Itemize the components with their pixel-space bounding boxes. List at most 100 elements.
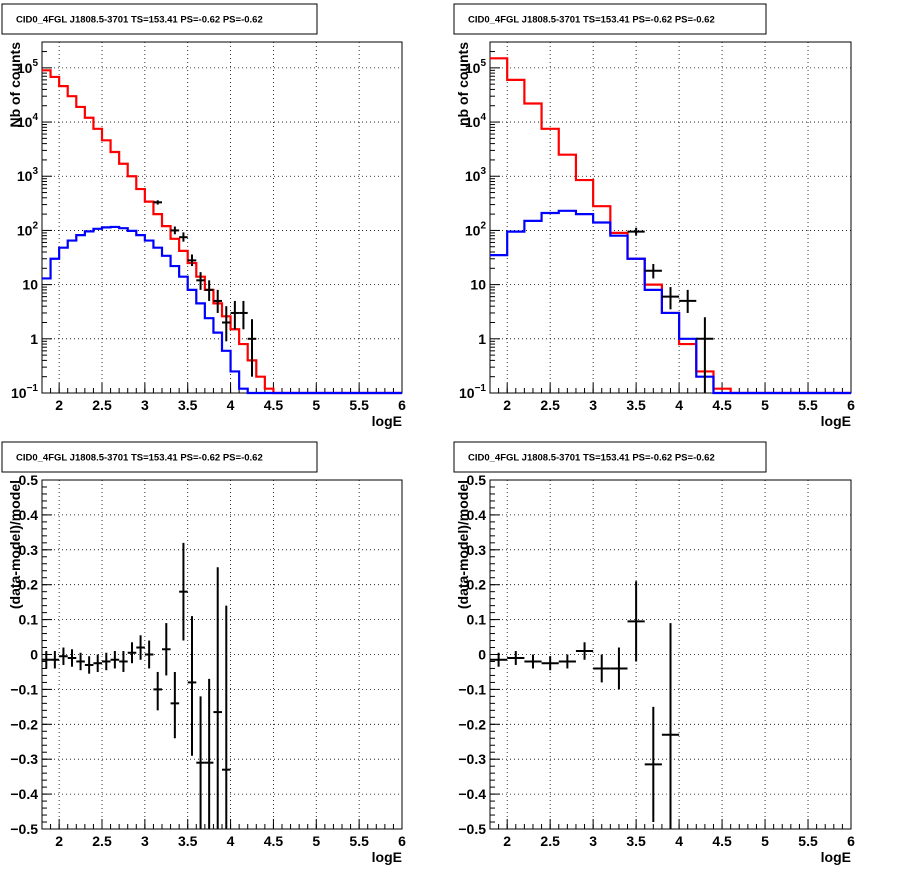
histogram-line-model_total <box>42 69 402 395</box>
y-tick-exponent: 3 <box>480 166 486 177</box>
x-tick-label: 3 <box>589 833 597 849</box>
data-point <box>490 652 508 667</box>
y-tick-base: 10 <box>17 114 33 130</box>
data-point <box>247 319 257 377</box>
x-axis-label: logE <box>821 413 851 429</box>
data-point <box>162 623 171 676</box>
data-point <box>661 287 680 310</box>
data-point <box>84 656 94 674</box>
y-tick-base: 10 <box>459 385 475 401</box>
y-tick-base: 10 <box>465 114 481 130</box>
x-axis-label: logE <box>372 849 402 865</box>
x-tick-label: 5.5 <box>798 397 818 413</box>
x-tick-label: 4 <box>675 397 683 413</box>
y-tick-label: 0.1 <box>467 612 487 628</box>
x-tick-label: 3 <box>141 833 149 849</box>
y-tick-base: 10 <box>17 222 33 238</box>
data-point <box>136 635 145 660</box>
y-tick-label: −0.5 <box>458 821 486 837</box>
data-point <box>179 542 188 641</box>
y-tick-base: 10 <box>465 168 481 184</box>
x-tick-label: 6 <box>847 397 855 413</box>
y-axis-label: (data-model)/model <box>7 480 23 609</box>
y-tick-exponent: 3 <box>32 166 38 177</box>
y-tick-exponent: 4 <box>480 112 486 123</box>
y-tick-exponent: 2 <box>32 220 38 231</box>
plot-title: CID0_4FGL J1808.5-3701 TS=153.41 PS=-0.6… <box>16 15 263 26</box>
y-tick-label: 103 <box>17 166 39 184</box>
y-tick-label: −0.1 <box>10 681 38 697</box>
data-point <box>179 232 188 242</box>
y-tick-base: 10 <box>17 60 33 76</box>
y-tick-label: −0.3 <box>10 751 38 767</box>
data-point <box>50 651 60 669</box>
data-point <box>119 651 128 672</box>
data-point <box>239 300 248 330</box>
data-point <box>204 280 214 301</box>
y-tick-base: 1 <box>30 331 38 347</box>
data-point <box>610 647 628 690</box>
data-point <box>153 200 162 205</box>
data-point <box>170 226 180 235</box>
data-point <box>627 581 645 662</box>
y-tick-label: 1 <box>30 331 38 347</box>
y-tick-exponent: 5 <box>32 58 38 69</box>
y-tick-label: −0.3 <box>458 751 486 767</box>
x-tick-label: 4.5 <box>712 397 732 413</box>
x-tick-label: 4 <box>675 833 683 849</box>
x-tick-label: 5.5 <box>349 397 369 413</box>
data-point <box>213 289 222 313</box>
x-tick-label: 4 <box>227 397 235 413</box>
y-tick-base: 10 <box>11 385 27 401</box>
data-point <box>59 647 68 665</box>
plot-frame <box>489 41 852 394</box>
y-tick-label: 0.5 <box>19 472 39 488</box>
y-tick-label: 102 <box>17 220 39 238</box>
x-tick-label: 2.5 <box>92 397 112 413</box>
data-point <box>575 642 594 660</box>
x-tick-label: 3.5 <box>178 397 198 413</box>
plot-title: CID0_4FGL J1808.5-3701 TS=153.41 PS=-0.6… <box>468 453 715 464</box>
y-tick-base: 10 <box>465 60 481 76</box>
data-point <box>127 642 137 664</box>
y-tick-label: 0.4 <box>467 507 487 523</box>
x-tick-label: 3.5 <box>626 397 646 413</box>
y-tick-label: 0 <box>478 647 486 663</box>
y-tick-label: 0.2 <box>467 577 487 593</box>
x-tick-label: 2.5 <box>540 397 560 413</box>
data-point <box>196 696 205 829</box>
data-point <box>42 651 51 669</box>
data-point <box>110 651 120 669</box>
x-tick-label: 3.5 <box>626 833 646 849</box>
y-tick-base: 1 <box>478 331 486 347</box>
data-point <box>558 654 576 669</box>
y-axis-label: Nb of counts <box>7 42 23 128</box>
x-tick-label: 2 <box>503 833 511 849</box>
data-point <box>230 300 240 330</box>
data-point <box>222 306 231 342</box>
x-tick-label: 5 <box>312 833 320 849</box>
y-tick-label: −0.5 <box>10 821 38 837</box>
plot-panel-4: 2 2.5 3 3.5 4 4.5 5 5.5 6 −0.5 −0.4 −0.3 −0.2 −0.1 0 0.… <box>453 441 855 865</box>
y-tick-label: 0 <box>30 647 38 663</box>
x-tick-label: 5 <box>761 833 769 849</box>
x-tick-label: 5 <box>761 397 769 413</box>
data-point <box>644 264 662 279</box>
data-point <box>222 605 231 829</box>
data-point <box>661 623 680 829</box>
y-tick-exponent: 4 <box>32 112 38 123</box>
title-box <box>453 3 767 35</box>
x-tick-label: 5.5 <box>798 833 818 849</box>
data-point <box>67 649 77 667</box>
plot-panel-1: 2 2.5 3 3.5 4 4.5 5 5.5 610−1110102103104105CID0… <box>1 3 406 429</box>
x-tick-label: 2.5 <box>540 833 560 849</box>
y-tick-base: 10 <box>465 222 481 238</box>
data-point <box>507 651 525 665</box>
y-axis-label: nb of counts <box>455 42 471 126</box>
x-tick-label: 2 <box>55 833 63 849</box>
data-point <box>170 671 180 739</box>
y-tick-label: 0.2 <box>19 577 39 593</box>
y-tick-label: −0.2 <box>458 716 486 732</box>
y-tick-base: 10 <box>17 168 33 184</box>
